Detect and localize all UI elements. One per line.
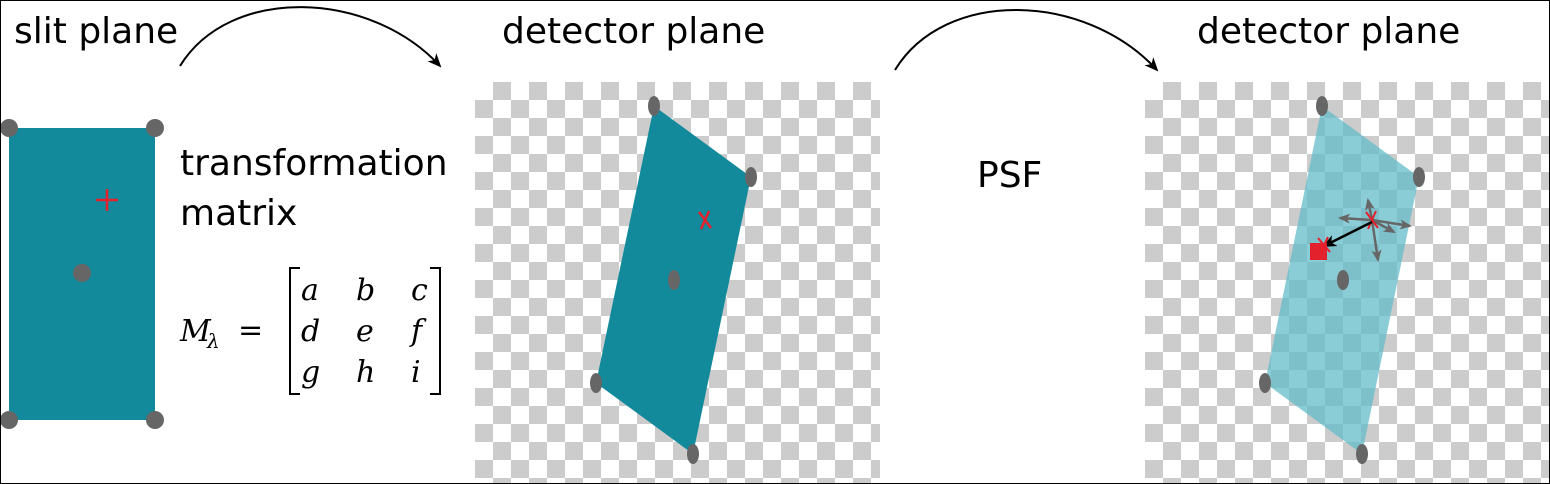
transform-arrow: [179, 6, 442, 68]
psf-label: PSF: [977, 155, 1043, 196]
slit-corner-dot: [0, 119, 18, 137]
detector-plane-label-2: detector plane: [1197, 11, 1461, 52]
psf-corner-dot: [1316, 96, 1328, 116]
matrix-label: matrix: [180, 193, 298, 234]
psf-corner-dot: [1356, 444, 1368, 464]
slit-corner-dot: [146, 119, 164, 137]
matrix-equals: =: [238, 313, 263, 348]
matrix-cell: h: [356, 355, 375, 390]
slit-corner-dot: [146, 411, 164, 429]
matrix-cell: c: [411, 273, 428, 308]
psf-corner-dot: [1259, 373, 1271, 393]
psf-cross-mark: [1365, 210, 1379, 230]
psf-center-dot: [1337, 270, 1349, 290]
psf-shift-arrow: [1322, 220, 1373, 248]
projected-center-dot: [668, 270, 680, 290]
slit-cross-mark: [96, 189, 118, 211]
matrix-cell: d: [301, 314, 320, 349]
projected-corner-dot: [590, 373, 602, 393]
projected-corner-dot: [745, 167, 757, 187]
projected-cross-mark: [698, 210, 712, 230]
projected-corner-dot: [687, 444, 699, 464]
slit-corner-dot: [0, 411, 18, 429]
matrix-cell: b: [356, 273, 375, 308]
matrix-cell: e: [356, 314, 374, 349]
matrix-bracket-right: [430, 267, 441, 395]
matrix-symbol: M: [179, 314, 212, 349]
transformation-label: transformation: [180, 143, 448, 184]
projected-corner-dot: [648, 96, 660, 116]
detector-plane-label-1: detector plane: [502, 11, 766, 52]
psf-corner-dot: [1413, 167, 1425, 187]
matrix-subscript: λ: [206, 329, 220, 353]
slit-center-dot: [73, 264, 91, 282]
matrix-cell: i: [411, 355, 421, 390]
psf-arrow: [894, 9, 1159, 72]
target-pixel-cross: [1317, 236, 1331, 254]
matrix-cell: a: [301, 273, 319, 308]
psf-spread-arrows: [1338, 198, 1412, 262]
matrix-bracket-left: [289, 267, 300, 395]
slit-plane-label: slit plane: [14, 11, 179, 52]
matrix-cell: g: [301, 355, 320, 390]
